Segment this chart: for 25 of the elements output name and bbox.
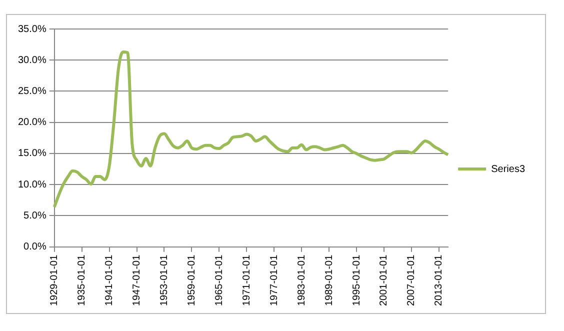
y-tick-label: 20.0% <box>18 117 46 128</box>
line-series <box>52 50 450 209</box>
x-tick-label: 1941-01-01 <box>104 254 116 306</box>
x-tick-label: 1995-01-01 <box>351 254 362 306</box>
y-tick-label: 0.0% <box>24 242 46 253</box>
x-tick-label: 1929-01-01 <box>49 254 60 306</box>
x-tick-label: 1947-01-01 <box>132 254 143 306</box>
x-tick-label: 1965-01-01 <box>214 254 225 306</box>
x-tick-label: 1959-01-01 <box>186 254 198 306</box>
y-tick-label: 10.0% <box>18 179 46 190</box>
x-tick-label: 2013-01-01 <box>434 254 445 306</box>
x-tick-label: 2007-01-01 <box>406 254 418 306</box>
x-tick-label: 1971-01-01 <box>241 254 252 306</box>
x-tick-label: 1935-01-01 <box>76 254 88 306</box>
y-tick-label: 5.0% <box>24 210 46 222</box>
y-tick-label: 35.0% <box>18 24 46 35</box>
x-tick-label: 1953-01-01 <box>158 254 170 306</box>
y-tick-label: 25.0% <box>18 86 46 97</box>
x-tick-label: 2001-01-01 <box>378 254 390 306</box>
x-tick-label: 1977-01-01 <box>268 254 280 306</box>
x-tick-label: 1989-01-01 <box>324 254 335 306</box>
legend-label: Series3 <box>491 164 526 175</box>
y-tick-label: 15.0% <box>18 148 46 160</box>
y-tick-label: 30.0% <box>18 54 46 66</box>
x-tick-label: 1983-01-01 <box>296 254 308 306</box>
